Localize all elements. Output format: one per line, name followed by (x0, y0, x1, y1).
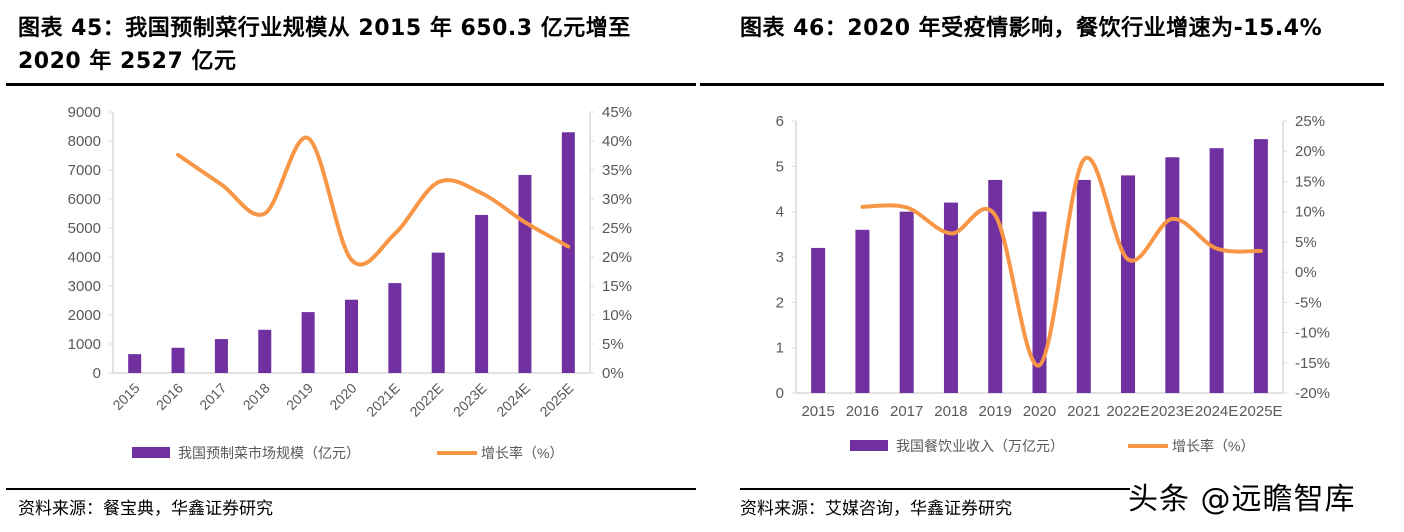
y-right-tick-label: 10% (602, 307, 632, 324)
legend: 我国预制菜市场规模（亿元） 增长率（%） (132, 445, 563, 461)
y-right-tick-label: 0% (602, 365, 624, 382)
bar (388, 283, 402, 373)
bar (1032, 211, 1047, 393)
y-right-tick-label: 30% (602, 191, 632, 208)
y-right-tick-label: 40% (602, 133, 632, 150)
y-right-tick-label: -20% (1295, 385, 1330, 402)
bar (214, 339, 228, 373)
x-tick-label: 2023E (1151, 403, 1194, 420)
bar (345, 299, 358, 373)
y-left-tick-label: 1000 (68, 336, 101, 353)
bar (811, 247, 826, 393)
y-left-tick-label: 2000 (68, 307, 101, 324)
y-right-tick-label: -10% (1295, 325, 1330, 342)
y-left-tick-label: 9000 (68, 104, 101, 121)
x-tick-label: 2016 (846, 403, 879, 420)
y-left-tick-label: 3 (776, 249, 784, 266)
chart-title-left: 图表 45：我国预制菜行业规模从 2015 年 650.3 亿元增至 2020 … (18, 16, 631, 74)
source-note-right: 资料来源：艾媒咨询，华鑫证券研究 (740, 499, 1012, 519)
bar (258, 329, 272, 373)
source-divider-right (740, 488, 1130, 490)
x-tick-label: 2024E (1195, 403, 1238, 420)
watermark: 头条 @远瞻智库 (1128, 482, 1356, 517)
bar (1121, 175, 1136, 393)
chart-right: 0 1 2 3 4 5 6 -20% -15% -10% -5% 0% 5% 10% 15% 20% 25% 20… (776, 113, 1330, 454)
legend: 我国餐饮业收入（万亿元） 增长率（%） (850, 438, 1254, 454)
bar (561, 132, 575, 373)
bar (1076, 179, 1091, 393)
bar (171, 347, 185, 373)
y-right-tick-label: 20% (602, 249, 632, 266)
legend-label-line: 增长率（%） (1172, 438, 1254, 454)
bar (899, 211, 914, 393)
y-left-tick-label: 0 (776, 385, 784, 402)
growth-rate-line (176, 135, 571, 267)
y-right-tick-label: 15% (1295, 173, 1325, 190)
y-left-tick-label: 4 (776, 204, 784, 221)
x-tick-label: 2025E (1239, 403, 1282, 420)
y-left-tick-label: 6000 (68, 191, 101, 208)
chart-title-right: 图表 46：2020 年受疫情影响，餐饮行业增速为-15.4% (740, 16, 1323, 41)
x-tick-label: 2020 (1023, 403, 1056, 420)
bar (1253, 139, 1268, 393)
bar (943, 202, 958, 393)
y-left-tick-label: 5 (776, 158, 784, 175)
x-tick-label: 2018 (934, 403, 967, 420)
y-left-tick-label: 1 (776, 340, 784, 357)
legend-swatch-bar (132, 447, 170, 458)
x-tick-label: 2019 (979, 403, 1012, 420)
y-left-tick-label: 7000 (68, 162, 101, 179)
y-right-tick-label: 10% (1295, 204, 1325, 221)
x-tick-label: 2017 (890, 403, 923, 420)
growth-rate-line (860, 155, 1263, 368)
bar (1209, 148, 1224, 393)
y-right-tick-label: 45% (602, 104, 632, 121)
y-right-tick-label: 15% (602, 278, 632, 295)
x-tick-label: 2021 (1067, 403, 1100, 420)
bar (855, 229, 870, 393)
source-note-left: 资料来源：餐宝典，华鑫证券研究 (18, 499, 273, 519)
bar (431, 252, 445, 373)
source-divider-left (6, 488, 696, 490)
y-right-tick-label: 20% (1295, 143, 1325, 160)
bar (475, 214, 489, 373)
legend-label-line: 增长率（%） (481, 445, 563, 461)
y-left-tick-label: 6 (776, 113, 784, 130)
y-left-tick-label: 5000 (68, 220, 101, 237)
y-left-tick-label: 0 (93, 365, 101, 382)
title-divider-left (6, 83, 696, 86)
title-divider-right (700, 83, 1384, 86)
y-right-tick-label: 5% (602, 336, 624, 353)
y-left-tick-label: 8000 (68, 133, 101, 150)
legend-label-bar: 我国预制菜市场规模（亿元） (178, 445, 360, 461)
legend-label-bar: 我国餐饮业收入（万亿元） (896, 438, 1064, 454)
x-tick-label: 2022E (1106, 403, 1149, 420)
bar (301, 312, 315, 373)
chart-left: 0 1000 2000 3000 4000 5000 6000 7000 8000 9000 0% 5… (68, 104, 632, 461)
x-tick-label: 2015 (801, 403, 834, 420)
bar (1165, 157, 1180, 393)
bar (128, 354, 142, 373)
y-right-tick-label: 5% (1295, 234, 1317, 251)
y-left-tick-label: 4000 (68, 249, 101, 266)
y-right-tick-label: 35% (602, 162, 632, 179)
y-left-tick-label: 2 (776, 294, 784, 311)
y-left-tick-label: 3000 (68, 278, 101, 295)
y-right-tick-label: 25% (1295, 113, 1325, 130)
legend-swatch-bar (850, 440, 888, 451)
y-right-tick-label: -15% (1295, 355, 1330, 372)
bar (988, 179, 1003, 393)
y-right-tick-label: -5% (1295, 294, 1322, 311)
y-right-tick-label: 25% (602, 220, 632, 237)
y-right-tick-label: 0% (1295, 264, 1317, 281)
